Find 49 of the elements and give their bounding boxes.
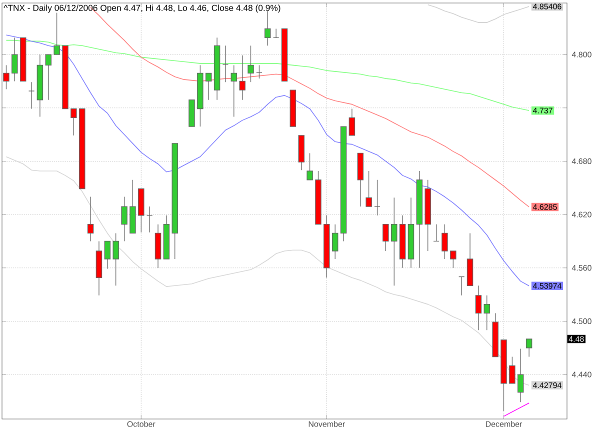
candlestick [239, 55, 246, 100]
candlestick [12, 37, 18, 82]
data-label: 4.53974 [532, 283, 562, 289]
candlestick [374, 180, 380, 216]
candlestick [222, 45, 229, 82]
candlestick [256, 64, 262, 79]
candlestick [332, 224, 338, 260]
candlestick [205, 72, 212, 100]
candlestick [509, 356, 516, 384]
x-tick-label: October [127, 421, 156, 427]
y-tick-label: 4.620 [572, 212, 592, 218]
data-label: 4.85406 [532, 4, 562, 10]
candlestick [526, 338, 532, 358]
text: 4.48 [568, 336, 584, 342]
candlestick [450, 250, 456, 268]
candlestick [306, 152, 313, 180]
y-tick-label: 4.440 [572, 372, 592, 378]
candlestick [87, 196, 94, 242]
candlestick [45, 54, 52, 100]
candlestick [230, 64, 238, 118]
candlestick [146, 206, 153, 233]
x-tick-label: December [486, 421, 522, 427]
y-tick-label: 4.560 [572, 265, 592, 271]
candlestick [475, 285, 482, 330]
candlestick [70, 108, 77, 136]
candlestick [518, 348, 524, 402]
candlestick [348, 108, 356, 136]
candlestick [442, 224, 448, 260]
candlestick [248, 45, 254, 82]
y-tick-label: 4.800 [572, 52, 592, 58]
y-tick-label: 4.500 [572, 318, 592, 324]
candlestick [104, 240, 111, 270]
data-label: 4.737 [532, 108, 552, 114]
candlestick [458, 276, 465, 296]
candlestick [484, 295, 490, 330]
y-tick-label: 4.680 [572, 158, 592, 164]
candlestick [28, 82, 35, 110]
candlestick [112, 232, 119, 286]
candlestick [366, 170, 372, 207]
data-label: 4.6285 [532, 204, 557, 210]
candlestick [272, 28, 280, 38]
candlestick [121, 196, 128, 242]
candlestick [54, 12, 60, 55]
candlestick [391, 197, 398, 286]
candlestick [433, 224, 440, 242]
x-tick-label: November [308, 421, 345, 427]
data-label: 4.42794 [532, 382, 562, 388]
candlestick [382, 224, 389, 252]
chart-title: ^TNX - Daily 06/12/2006 Open 4.47, Hi 4.48, Lo 4.46, Close 4.48 (0.9%) [4, 4, 280, 13]
